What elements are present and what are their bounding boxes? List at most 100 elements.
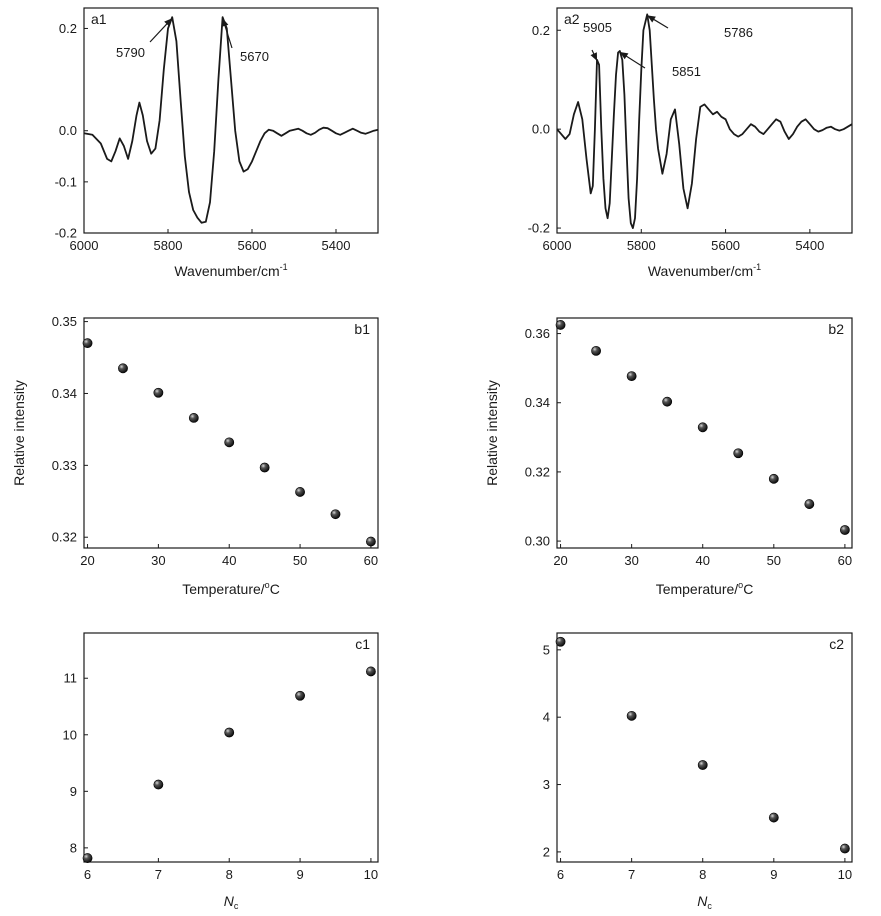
plot-frame [556, 632, 853, 863]
y-tick-label: 0.0 [59, 123, 77, 138]
x-axis-label: Wavenumber/cm-1 [648, 262, 761, 279]
x-tick-label: 6 [84, 867, 91, 882]
x-axis-label-sup: o [738, 580, 743, 590]
y-tick-label: 5 [543, 642, 550, 657]
annotation-arrowhead [647, 15, 656, 23]
y-tick-label: 0.34 [52, 386, 77, 401]
spectrum-line [556, 13, 853, 229]
x-axis-label-sup: -1 [280, 262, 288, 272]
plot-frame [83, 632, 379, 863]
y-tick-label: 0.32 [525, 464, 550, 479]
x-axis-label-main: Temperature/ [182, 581, 265, 597]
data-point [733, 448, 744, 459]
data-point [82, 853, 93, 863]
data-point [366, 666, 376, 677]
y-tick-label: 9 [70, 784, 77, 799]
chart-panel-c2: 6 7 8 9 10 2 3 4 5 Nc c2 [543, 632, 853, 911]
chart-panel-a2: 6000 5800 5600 5400 0.2 0.0 -0.2 Wavenumber/cm-… [528, 7, 853, 279]
chart-panel-b1: 20 30 40 50 60 0.32 0.33 0.34 0.35 Temperature/oC… [11, 314, 379, 597]
data-point [768, 473, 779, 484]
data-point [768, 812, 779, 823]
y-tick-label: 0.0 [532, 122, 550, 137]
x-tick-label: 8 [226, 867, 233, 882]
x-axis-label-main: Temperature/ [656, 581, 739, 597]
data-point [697, 760, 708, 770]
x-tick-label: 60 [838, 553, 852, 568]
x-axis-label: Wavenumber/cm-1 [174, 262, 287, 279]
y-tick-label: -0.2 [528, 221, 550, 236]
x-tick-label: 5400 [795, 238, 824, 253]
panel-label: b2 [828, 321, 844, 337]
data-point [118, 363, 128, 374]
y-tick-label: 0.36 [525, 326, 550, 341]
x-tick-label: 5600 [238, 238, 267, 253]
y-tick-label: 4 [543, 710, 550, 725]
x-tick-label: 7 [155, 867, 162, 882]
x-tick-label: 6 [557, 867, 564, 882]
y-tick-label: 0.30 [525, 534, 550, 549]
y-tick-label: 0.2 [59, 21, 77, 36]
y-tick-label: 0.32 [52, 530, 77, 545]
panel-label: b1 [354, 321, 370, 337]
x-tick-label: 5600 [711, 238, 740, 253]
data-point [188, 413, 199, 423]
annotation-arrowhead [619, 52, 629, 60]
peak-label: 5790 [116, 45, 145, 60]
panel-label: a2 [564, 11, 580, 27]
annotation-arrowhead [164, 18, 173, 27]
y-tick-label: -0.2 [55, 226, 77, 241]
data-point [153, 387, 164, 398]
x-tick-label: 60 [364, 553, 378, 568]
x-tick-label: 20 [80, 553, 94, 568]
data-point [366, 536, 376, 547]
data-point [626, 371, 637, 382]
x-tick-label: 6000 [543, 238, 572, 253]
y-tick-label: 0.34 [525, 395, 550, 410]
chart-panel-a1: 6000 5800 5600 5400 0.2 0.0 -0.1 -0.2 Wavenumber… [55, 7, 379, 279]
y-tick-label: 8 [70, 840, 77, 855]
annotation-arrowhead [221, 18, 229, 27]
chart-panel-c1: 6 7 8 9 10 8 9 10 11 Nc c1 [63, 632, 379, 911]
data-point [259, 462, 270, 473]
y-tick-label: 0.35 [52, 314, 77, 329]
data-point [555, 636, 566, 647]
x-axis-label: Temperature/oC [656, 580, 754, 597]
x-axis-label-sub: c [234, 901, 239, 911]
x-axis-label-main: N [697, 893, 708, 909]
x-tick-label: 20 [553, 553, 567, 568]
x-tick-label: 6000 [70, 238, 99, 253]
x-tick-label: 30 [624, 553, 638, 568]
peak-label: 5905 [583, 20, 612, 35]
data-point [224, 727, 235, 738]
y-tick-label: 0.33 [52, 458, 77, 473]
x-axis-label-sup: o [265, 580, 270, 590]
data-point [662, 396, 673, 407]
data-point [626, 710, 637, 721]
x-axis-label: Nc [224, 893, 239, 911]
data-point [697, 422, 708, 433]
data-point [804, 499, 815, 509]
y-tick-label: 10 [63, 727, 77, 742]
peak-label: 5786 [724, 25, 753, 40]
x-tick-label: 5800 [154, 238, 183, 253]
x-axis-label-sub: c [707, 901, 712, 911]
x-tick-label: 40 [222, 553, 236, 568]
plot-frame [556, 317, 853, 549]
x-axis-label-suffix: C [743, 581, 753, 597]
x-axis-label-main: Wavenumber/cm [174, 263, 279, 279]
x-axis-label: Temperature/oC [182, 580, 280, 597]
panel-label: c1 [355, 636, 370, 652]
x-tick-label: 10 [838, 867, 852, 882]
data-point [555, 320, 566, 330]
data-point [839, 843, 850, 854]
y-axis-label: Relative intensity [484, 380, 500, 486]
x-axis-label: Nc [697, 893, 712, 911]
y-axis-label: Relative intensity [11, 380, 27, 486]
data-point [153, 779, 164, 790]
y-tick-label: 0.2 [532, 23, 550, 38]
data-point [295, 690, 305, 701]
y-tick-label: 2 [543, 844, 550, 859]
chart-panel-b2: 20 30 40 50 60 0.30 0.32 0.34 0.36 Temperature/oC… [484, 317, 853, 597]
x-tick-label: 7 [628, 867, 635, 882]
